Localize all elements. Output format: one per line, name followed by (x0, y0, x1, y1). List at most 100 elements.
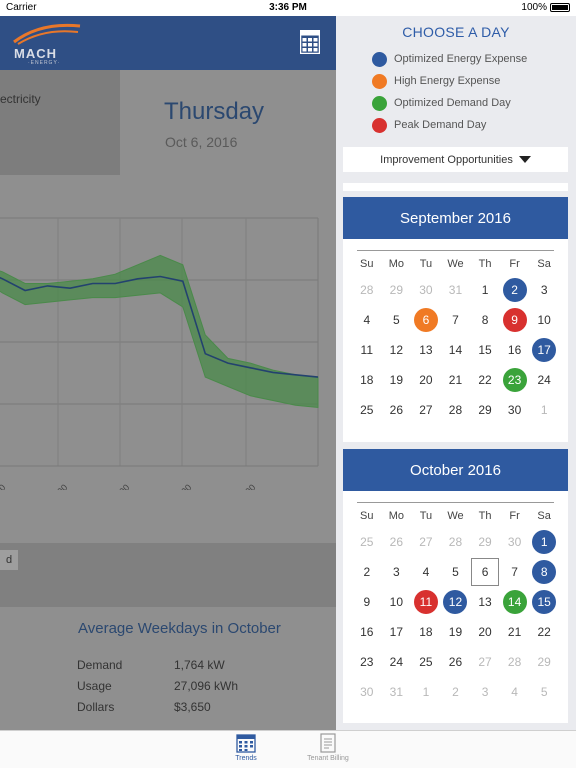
calendar-day[interactable]: 10 (382, 587, 412, 617)
calendar-day[interactable]: 13 (470, 587, 500, 617)
calendar-day[interactable]: 23 (352, 647, 382, 677)
calendar-day[interactable]: 24 (382, 647, 412, 677)
calendar-day[interactable]: 29 (529, 647, 559, 677)
calendar-day[interactable]: 19 (382, 365, 412, 395)
calendar-day[interactable]: 3 (529, 275, 559, 305)
calendar-day[interactable]: 6 (411, 305, 441, 335)
tab-trends[interactable]: Trends (211, 733, 281, 762)
calendar-day[interactable]: 14 (441, 335, 471, 365)
calendar-day[interactable]: 29 (470, 527, 500, 557)
calendar-day[interactable]: 3 (470, 677, 500, 707)
legend-optimized-demand: Optimized Demand Day (372, 95, 511, 111)
battery-percent: 100% (521, 2, 547, 13)
day-number: 27 (478, 655, 492, 669)
calendar-day[interactable]: 7 (441, 305, 471, 335)
calendar-day[interactable]: 22 (529, 617, 559, 647)
calendar-day[interactable]: 30 (411, 275, 441, 305)
calendar-day[interactable]: 7 (500, 557, 530, 587)
calendar-day[interactable]: 21 (441, 365, 471, 395)
calendar-day[interactable]: 30 (500, 527, 530, 557)
calendar-day[interactable]: 8 (529, 557, 559, 587)
calendar-day[interactable]: 13 (411, 335, 441, 365)
calendar-day[interactable]: 4 (411, 557, 441, 587)
tab-tenant-billing[interactable]: Tenant Billing (293, 733, 363, 762)
day-number: 26 (389, 403, 404, 417)
calendar-day[interactable]: 17 (382, 617, 412, 647)
calendar-day[interactable]: 26 (441, 647, 471, 677)
calendar-day[interactable]: 26 (382, 527, 412, 557)
calendar-day[interactable]: 27 (411, 395, 441, 425)
calendar-day[interactable]: 12 (382, 335, 412, 365)
calendar-day[interactable]: 5 (529, 677, 559, 707)
calendar-day[interactable]: 6 (470, 557, 500, 587)
weekday-header: We (447, 258, 464, 270)
calendar-day[interactable]: 11 (352, 335, 382, 365)
calendar-day[interactable]: 28 (352, 275, 382, 305)
calendar-day[interactable]: 20 (411, 365, 441, 395)
calendar-day[interactable]: 28 (500, 647, 530, 677)
calendar-day[interactable]: 30 (352, 677, 382, 707)
weekday-header: Tu (419, 510, 433, 522)
weekday-header: Su (360, 510, 374, 522)
calendar-day[interactable]: 30 (500, 395, 530, 425)
calendar-day[interactable]: 27 (470, 647, 500, 677)
calendar-day[interactable]: 31 (382, 677, 412, 707)
calendar-day[interactable]: 28 (441, 527, 471, 557)
legend-label: Optimized Demand Day (394, 97, 511, 109)
chart-legend-chip[interactable]: d (0, 550, 19, 570)
month-title: October 2016 (343, 449, 568, 491)
calendar-day[interactable]: 28 (441, 395, 471, 425)
calendar-day[interactable]: 21 (500, 617, 530, 647)
calendar-day[interactable]: 31 (441, 275, 471, 305)
metric-card[interactable]: ectricity (0, 70, 120, 175)
calendar-day[interactable]: 27 (411, 527, 441, 557)
calendar-day[interactable]: 3 (382, 557, 412, 587)
calendar-day[interactable]: 22 (470, 365, 500, 395)
calendar-day[interactable]: 18 (411, 617, 441, 647)
calendar-day[interactable]: 8 (470, 305, 500, 335)
calendar-day[interactable]: 20 (470, 617, 500, 647)
calendar-day[interactable]: 18 (352, 365, 382, 395)
calendar-day[interactable]: 29 (470, 395, 500, 425)
weekday-header: Fr (509, 510, 520, 522)
calendar-day[interactable]: 5 (382, 305, 412, 335)
calendar-day[interactable]: 9 (500, 305, 530, 335)
calendar-day[interactable]: 2 (352, 557, 382, 587)
calendar-day[interactable]: 25 (352, 395, 382, 425)
calendar-day[interactable]: 17 (529, 335, 559, 365)
calendar-day[interactable]: 10 (529, 305, 559, 335)
calendar-day[interactable]: 1 (470, 275, 500, 305)
calendar-day[interactable]: 4 (352, 305, 382, 335)
calendar-day[interactable]: 4 (500, 677, 530, 707)
calendar-day[interactable]: 15 (529, 587, 559, 617)
day-number: 17 (532, 338, 557, 362)
calendar-grid: Su Mo Tu We Th Fr Sa 28 29 30 31 1 2 3 4 5 6 7 8 9 10 11 12 13 1… (352, 253, 559, 425)
calendar-day[interactable]: 1 (529, 395, 559, 425)
calendar-day[interactable]: 9 (352, 587, 382, 617)
calendar-day[interactable]: 19 (441, 617, 471, 647)
calendar-day[interactable]: 29 (382, 275, 412, 305)
calendar-day[interactable]: 26 (382, 395, 412, 425)
calendar-grid-icon[interactable] (300, 30, 320, 54)
calendar-day[interactable]: 2 (500, 275, 530, 305)
improvement-opportunities-dropdown[interactable]: Improvement Opportunities (343, 147, 568, 172)
calendar-day[interactable]: 5 (441, 557, 471, 587)
average-title: Average Weekdays in October (78, 620, 281, 637)
calendar-day[interactable]: 1 (411, 677, 441, 707)
calendar-day[interactable]: 14 (500, 587, 530, 617)
day-number: 30 (360, 685, 374, 699)
calendar-day[interactable]: 25 (352, 527, 382, 557)
app-header: MACH ·ENERGY· (0, 16, 336, 70)
calendar-day[interactable]: 11 (411, 587, 441, 617)
calendar-day[interactable]: 12 (441, 587, 471, 617)
calendar-day[interactable]: 24 (529, 365, 559, 395)
today-marker: 6 (471, 558, 500, 586)
calendar-day[interactable]: 15 (470, 335, 500, 365)
calendar-day[interactable]: 25 (411, 647, 441, 677)
calendar-day[interactable]: 23 (500, 365, 530, 395)
chart-background (0, 204, 336, 490)
calendar-day[interactable]: 16 (500, 335, 530, 365)
calendar-day[interactable]: 2 (441, 677, 471, 707)
calendar-day[interactable]: 1 (529, 527, 559, 557)
calendar-day[interactable]: 16 (352, 617, 382, 647)
